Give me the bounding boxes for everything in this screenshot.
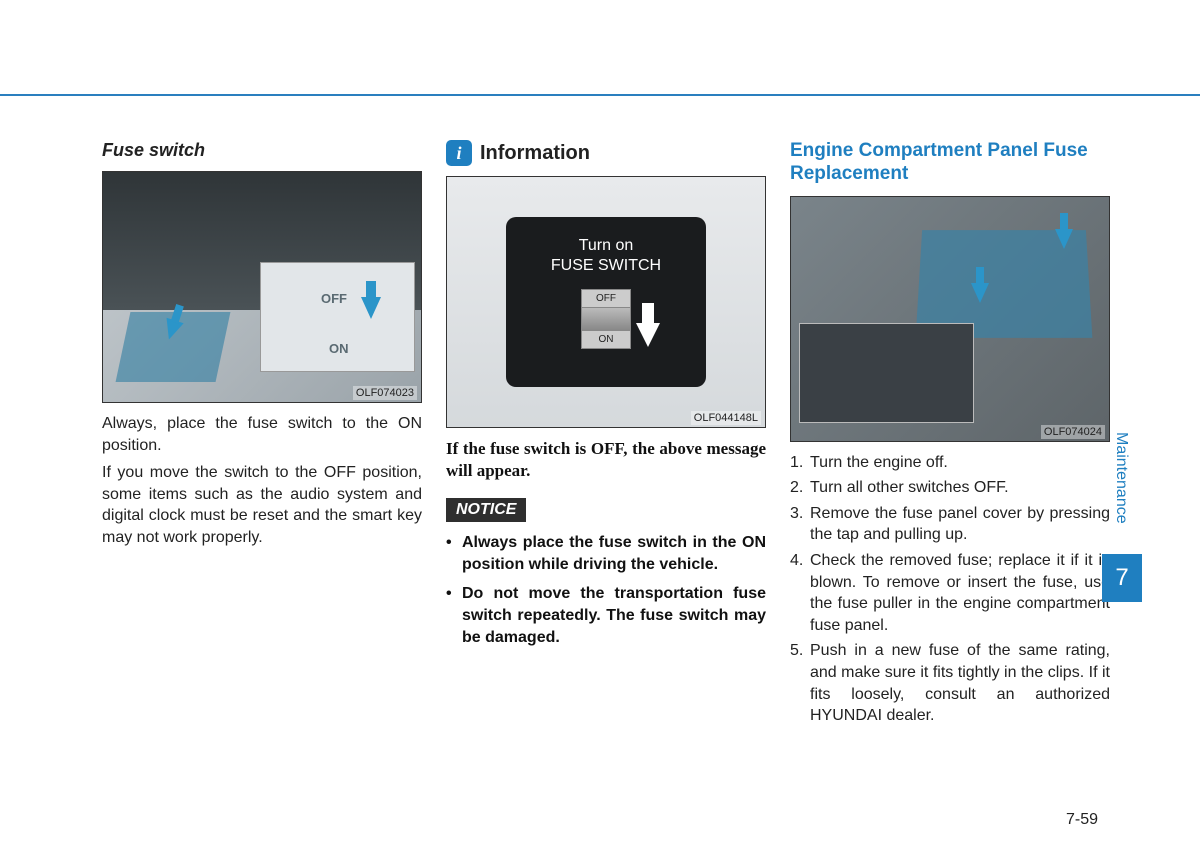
page-number: 7-59: [1066, 811, 1098, 829]
inset-on-label: ON: [329, 341, 349, 356]
figure-info-screen: Turn on FUSE SWITCH OFF ON OLF044148L: [446, 176, 766, 428]
screen-line2: FUSE SWITCH: [506, 257, 706, 275]
figure-caption: OLF074024: [1041, 425, 1105, 439]
screen-switch-icon: OFF ON: [581, 289, 631, 349]
arrow-down-icon: [361, 297, 381, 319]
section-number-tab: 7: [1102, 554, 1142, 602]
information-header: i Information: [446, 140, 766, 166]
bullet-icon: •: [446, 583, 462, 648]
fuse-switch-inset: OFF ON: [260, 262, 415, 372]
figure-engine-compartment: OLF074024: [790, 196, 1110, 442]
list-item: 1.Turn the engine off.: [790, 452, 1110, 474]
inset-off-label: OFF: [321, 291, 347, 306]
body-paragraph: If you move the switch to the OFF positi…: [102, 462, 422, 548]
list-item: •Do not move the transportation fuse swi…: [446, 583, 766, 648]
top-rule: [0, 94, 1200, 96]
dashboard-message-screen: Turn on FUSE SWITCH OFF ON: [506, 217, 706, 387]
bullet-icon: •: [446, 532, 462, 575]
procedure-list: 1.Turn the engine off. 2.Turn all other …: [790, 452, 1110, 727]
screen-switch-off: OFF: [582, 290, 630, 308]
arrow-down-icon: [971, 283, 989, 303]
column-left: Fuse switch OFF ON OLF074023 Always, pla…: [102, 140, 422, 731]
page-content: Fuse switch OFF ON OLF074023 Always, pla…: [102, 140, 1102, 731]
body-paragraph: Always, place the fuse switch to the ON …: [102, 413, 422, 456]
figure-fuse-switch: OFF ON OLF074023: [102, 171, 422, 403]
screen-switch-on: ON: [582, 330, 630, 348]
figure-caption: OLF044148L: [691, 411, 761, 425]
fuse-panel-inset: [799, 323, 974, 423]
side-tab-label: Maintenance: [1112, 432, 1130, 524]
list-item: •Always place the fuse switch in the ON …: [446, 532, 766, 575]
notice-bullet-list: •Always place the fuse switch in the ON …: [446, 532, 766, 648]
list-item: 4.Check the removed fuse; replace it if …: [790, 550, 1110, 636]
fuse-switch-heading: Fuse switch: [102, 140, 422, 161]
figure-caption: OLF074023: [353, 386, 417, 400]
column-middle: i Information Turn on FUSE SWITCH OFF ON…: [446, 140, 766, 731]
serif-paragraph: If the fuse switch is OFF, the above mes…: [446, 438, 766, 482]
info-icon: i: [446, 140, 472, 166]
arrow-down-icon: [636, 323, 660, 347]
list-item: 2.Turn all other switches OFF.: [790, 477, 1110, 499]
notice-label: NOTICE: [446, 498, 526, 522]
list-item: 3.Remove the fuse panel cover by pressin…: [790, 503, 1110, 546]
arrow-down-icon: [1055, 229, 1073, 249]
engine-compartment-heading: Engine Compartment Panel Fuse Replacemen…: [790, 140, 1110, 186]
screen-line1: Turn on: [506, 237, 706, 255]
screen-switch-body: [582, 308, 630, 330]
information-title: Information: [480, 142, 590, 165]
column-right: Engine Compartment Panel Fuse Replacemen…: [790, 140, 1110, 731]
list-item: 5.Push in a new fuse of the same rating,…: [790, 640, 1110, 726]
